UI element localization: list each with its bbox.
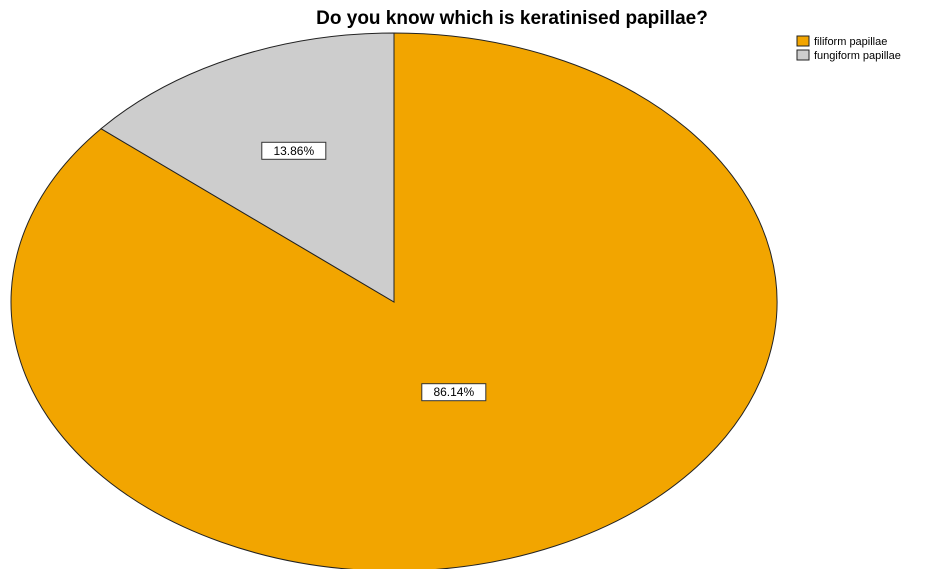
data-label-box	[261, 141, 327, 160]
pie-data-labels: 86.14% 13.86%	[261, 141, 487, 402]
chart-title: Do you know which is keratinised papilla…	[316, 8, 708, 29]
pie-slices	[10, 32, 778, 569]
chart-legend: filiform papillae fungiform papillae	[796, 35, 901, 62]
legend-item-fungiform-papillae: fungiform papillae	[796, 49, 901, 62]
legend-swatch	[796, 49, 810, 61]
data-label-box	[421, 383, 487, 402]
data-label-fungiform-papillae: 13.86%	[261, 141, 327, 160]
legend-label: filiform papillae	[814, 36, 887, 48]
legend-label: fungiform papillae	[814, 50, 901, 62]
data-label-filiform-papillae: 86.14%	[421, 383, 487, 402]
legend-swatch	[796, 35, 810, 47]
data-label-text: 13.86%	[273, 144, 314, 158]
data-label-text: 86.14%	[433, 385, 474, 399]
legend-item-filiform-papillae: filiform papillae	[796, 35, 887, 48]
pie-slice-fungiform-papillae	[100, 32, 395, 303]
